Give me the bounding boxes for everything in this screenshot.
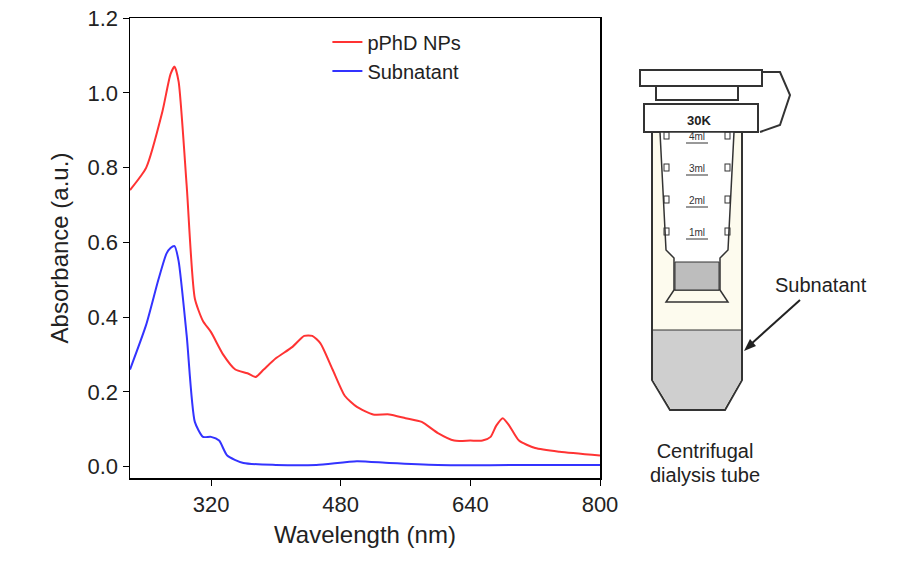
svg-text:Subnatant: Subnatant	[775, 274, 867, 296]
svg-text:320: 320	[193, 492, 230, 517]
svg-text:dialysis tube: dialysis tube	[650, 464, 760, 486]
svg-text:1ml: 1ml	[689, 227, 705, 238]
svg-text:2ml: 2ml	[689, 195, 705, 206]
svg-text:0.2: 0.2	[88, 380, 119, 405]
svg-text:1.0: 1.0	[88, 81, 119, 106]
svg-text:Absorbance (a.u.): Absorbance (a.u.)	[46, 153, 73, 344]
svg-text:3ml: 3ml	[689, 163, 705, 174]
svg-text:1.2: 1.2	[88, 6, 119, 31]
svg-text:30K: 30K	[687, 113, 711, 128]
svg-text:Centrifugal: Centrifugal	[657, 440, 754, 462]
svg-text:0.4: 0.4	[88, 305, 119, 330]
svg-text:pPhD NPs: pPhD NPs	[367, 32, 460, 54]
svg-text:640: 640	[452, 492, 489, 517]
svg-text:4ml: 4ml	[689, 131, 705, 142]
svg-text:800: 800	[582, 492, 619, 517]
svg-text:0.8: 0.8	[88, 155, 119, 180]
svg-text:Subnatant: Subnatant	[367, 61, 459, 83]
svg-text:0.0: 0.0	[88, 454, 119, 479]
svg-text:0.6: 0.6	[88, 230, 119, 255]
svg-text:Wavelength (nm): Wavelength (nm)	[274, 521, 456, 548]
svg-text:480: 480	[322, 492, 359, 517]
